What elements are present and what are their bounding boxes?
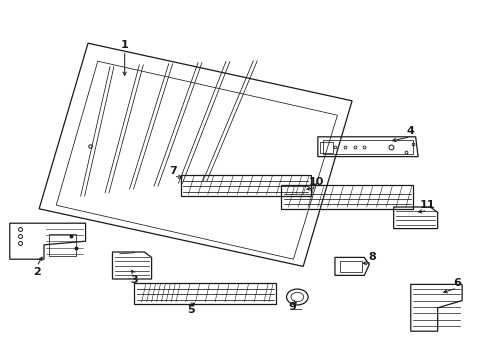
Bar [320, 142, 332, 153]
Bar [49, 234, 76, 256]
Text: 11: 11 [419, 200, 435, 210]
Text: 10: 10 [308, 177, 324, 187]
Text: 2: 2 [33, 267, 41, 277]
Text: 8: 8 [368, 252, 376, 262]
Text: 3: 3 [130, 275, 138, 285]
Text: 7: 7 [169, 166, 177, 176]
Text: 9: 9 [288, 302, 296, 312]
Text: 6: 6 [452, 278, 460, 288]
Text: 4: 4 [406, 126, 414, 136]
Text: 1: 1 [121, 40, 128, 50]
Text: 5: 5 [186, 305, 194, 315]
